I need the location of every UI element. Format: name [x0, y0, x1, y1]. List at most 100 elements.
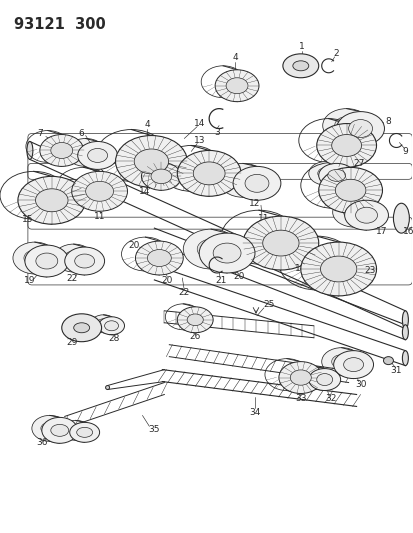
Ellipse shape	[187, 314, 203, 326]
Ellipse shape	[74, 323, 90, 333]
Ellipse shape	[36, 189, 68, 212]
Ellipse shape	[74, 254, 95, 268]
Ellipse shape	[177, 150, 240, 196]
Ellipse shape	[292, 61, 308, 71]
Ellipse shape	[32, 415, 68, 441]
Ellipse shape	[344, 200, 387, 230]
Text: 7: 7	[37, 129, 43, 138]
Text: 12: 12	[249, 199, 260, 208]
Ellipse shape	[333, 351, 373, 378]
Ellipse shape	[320, 256, 356, 282]
Ellipse shape	[327, 169, 345, 181]
Text: 28: 28	[109, 334, 120, 343]
Text: 22: 22	[178, 288, 190, 297]
Ellipse shape	[115, 135, 187, 187]
Ellipse shape	[331, 354, 351, 369]
Ellipse shape	[40, 134, 83, 166]
Ellipse shape	[141, 163, 181, 190]
Text: 4: 4	[144, 120, 150, 129]
Ellipse shape	[348, 119, 372, 138]
Text: 35: 35	[148, 425, 160, 434]
Ellipse shape	[41, 422, 59, 434]
Ellipse shape	[318, 164, 354, 187]
Ellipse shape	[233, 166, 280, 200]
Ellipse shape	[199, 233, 254, 273]
Text: 13: 13	[193, 136, 204, 145]
Ellipse shape	[24, 250, 46, 266]
Ellipse shape	[85, 181, 113, 201]
Ellipse shape	[25, 245, 69, 277]
Ellipse shape	[64, 247, 104, 275]
Text: 31: 31	[390, 366, 401, 375]
Ellipse shape	[262, 230, 298, 256]
Text: 2: 2	[333, 50, 339, 58]
Ellipse shape	[197, 239, 225, 259]
Ellipse shape	[308, 161, 344, 185]
Text: 11: 11	[258, 214, 269, 223]
Ellipse shape	[343, 358, 363, 372]
Ellipse shape	[69, 422, 100, 442]
Ellipse shape	[151, 169, 171, 183]
Text: 15: 15	[22, 215, 33, 224]
Ellipse shape	[27, 141, 33, 159]
Ellipse shape	[183, 229, 238, 269]
Ellipse shape	[76, 427, 93, 437]
Ellipse shape	[306, 372, 322, 384]
Ellipse shape	[401, 325, 407, 340]
Ellipse shape	[392, 203, 408, 233]
Ellipse shape	[382, 357, 392, 365]
Text: 25: 25	[263, 301, 274, 309]
Ellipse shape	[335, 179, 365, 201]
Ellipse shape	[343, 204, 365, 220]
Ellipse shape	[104, 321, 118, 331]
Ellipse shape	[193, 162, 225, 185]
Text: 11: 11	[94, 212, 105, 221]
Text: 22: 22	[66, 274, 77, 284]
Ellipse shape	[331, 134, 361, 157]
Text: 29: 29	[66, 338, 77, 347]
Ellipse shape	[244, 174, 268, 192]
Ellipse shape	[334, 117, 358, 134]
Ellipse shape	[147, 249, 171, 266]
Text: 34: 34	[249, 408, 260, 417]
Ellipse shape	[135, 241, 183, 275]
Ellipse shape	[318, 167, 382, 213]
Ellipse shape	[18, 176, 85, 224]
Ellipse shape	[401, 311, 407, 329]
Ellipse shape	[51, 142, 73, 158]
Text: 18: 18	[294, 264, 306, 273]
Text: 19: 19	[24, 277, 36, 286]
Ellipse shape	[88, 149, 107, 163]
Ellipse shape	[105, 385, 109, 390]
Text: 20: 20	[161, 277, 173, 286]
Text: 3: 3	[214, 128, 219, 137]
Text: 33: 33	[294, 394, 306, 403]
Ellipse shape	[332, 197, 375, 227]
Text: 16: 16	[402, 227, 413, 236]
Ellipse shape	[61, 421, 90, 440]
Ellipse shape	[90, 315, 116, 333]
Ellipse shape	[134, 149, 168, 174]
Ellipse shape	[316, 374, 332, 385]
Ellipse shape	[278, 361, 322, 393]
Ellipse shape	[322, 109, 370, 142]
Ellipse shape	[300, 242, 375, 296]
Text: 9: 9	[401, 147, 407, 156]
Ellipse shape	[71, 172, 127, 211]
Text: 32: 32	[324, 394, 336, 403]
Text: 8: 8	[385, 117, 390, 126]
Text: 20: 20	[128, 240, 140, 249]
Ellipse shape	[218, 164, 266, 197]
Ellipse shape	[215, 70, 259, 102]
Text: 14: 14	[138, 187, 150, 196]
Text: 17: 17	[375, 227, 386, 236]
Text: 93121  300: 93121 300	[14, 17, 105, 32]
Ellipse shape	[13, 242, 57, 274]
Ellipse shape	[308, 369, 340, 391]
Ellipse shape	[66, 139, 105, 166]
Ellipse shape	[242, 216, 318, 270]
Ellipse shape	[401, 351, 407, 366]
Ellipse shape	[230, 172, 254, 189]
Ellipse shape	[213, 243, 240, 263]
Text: 10: 10	[340, 168, 351, 177]
